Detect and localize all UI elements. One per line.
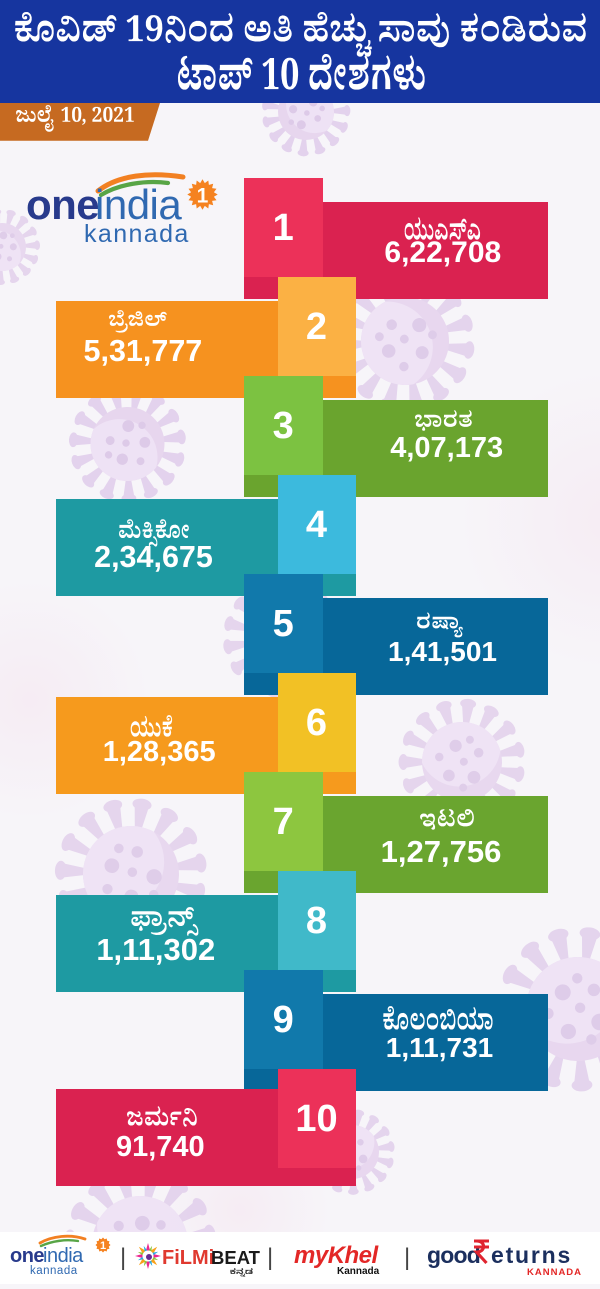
svg-text:|: |: [120, 1244, 126, 1271]
svg-text:kannada: kannada: [30, 1265, 78, 1277]
svg-text:kannada: kannada: [84, 220, 190, 248]
svg-text:india: india: [43, 1245, 84, 1267]
svg-text:1: 1: [100, 1240, 106, 1252]
svg-text:|: |: [267, 1244, 273, 1271]
svg-text:|: |: [404, 1244, 410, 1271]
svg-text:india: india: [95, 181, 182, 228]
svg-text:myKhel: myKhel: [294, 1242, 380, 1269]
svg-text:good: good: [427, 1242, 480, 1268]
svg-text:Kannada: Kannada: [337, 1266, 380, 1277]
svg-text:eturns: eturns: [491, 1242, 572, 1268]
svg-text:one: one: [10, 1245, 44, 1267]
svg-text:BEAT: BEAT: [211, 1247, 261, 1268]
svg-text:one: one: [26, 181, 99, 228]
svg-text:1: 1: [197, 185, 209, 208]
svg-text:FiLMi: FiLMi: [162, 1247, 214, 1269]
svg-text:KANNADA: KANNADA: [527, 1267, 582, 1278]
